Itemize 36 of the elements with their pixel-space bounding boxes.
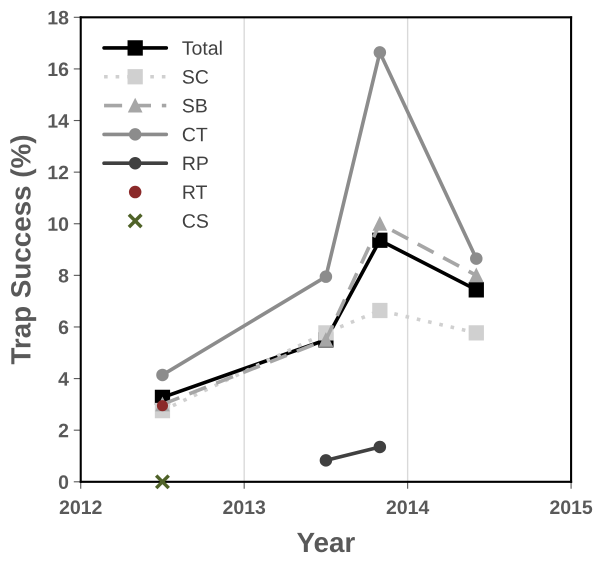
y-tick-label: 18	[48, 10, 68, 25]
point	[372, 302, 388, 318]
point	[320, 454, 332, 467]
point	[372, 216, 387, 231]
x-tick-label: 2015	[550, 500, 592, 514]
point	[468, 325, 484, 341]
point	[470, 252, 483, 265]
y-tick-label: 12	[48, 166, 68, 180]
point	[469, 268, 484, 282]
x-axis-title: Year	[297, 532, 355, 552]
legend-label: RP	[183, 156, 208, 170]
point	[320, 270, 332, 283]
y-tick-label: 8	[58, 268, 68, 283]
x-tick-label: 2012	[60, 500, 102, 514]
legend-label: CT	[182, 128, 208, 142]
point	[372, 232, 388, 248]
legend-label: RT	[183, 185, 207, 199]
point	[154, 474, 170, 490]
x-tick-label: 2013	[223, 500, 266, 514]
y-tick-label: 16	[48, 62, 68, 76]
legend-label: SB	[182, 98, 207, 113]
y-axis-title: Trap Success (%)	[10, 136, 36, 364]
y-tick-label: 6	[58, 320, 68, 334]
y-tick-label: 2	[58, 424, 68, 438]
point	[156, 368, 169, 382]
legend-label: CS	[182, 214, 208, 228]
legend-label: SC	[182, 70, 208, 84]
y-tick-label: 10	[48, 217, 68, 231]
point	[374, 46, 386, 59]
legend-label: Total	[182, 40, 222, 55]
y-tick-label: 0	[58, 475, 68, 490]
point	[374, 440, 386, 454]
y-tick-label: 4	[58, 372, 69, 386]
point	[468, 282, 484, 298]
y-tick-label: 14	[48, 114, 69, 128]
x-tick-label: 2014	[386, 500, 430, 514]
